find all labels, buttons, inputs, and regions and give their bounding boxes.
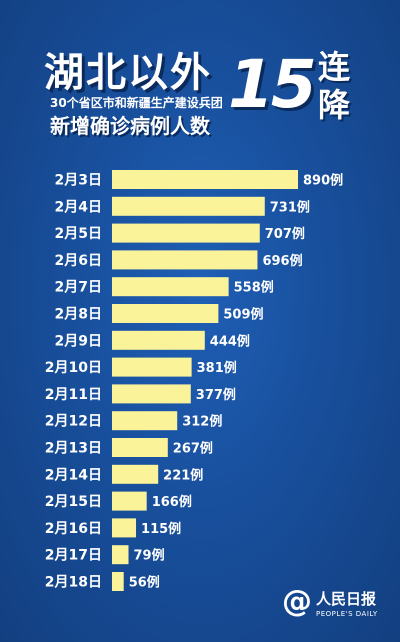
category-label: 2月7日 [55,280,102,296]
brand-at-icon: @ [282,584,312,619]
value-label: 707例 [265,226,305,242]
category-label: 2月18日 [45,575,102,591]
value-label: 312例 [182,414,222,430]
value-label: 377例 [196,387,236,403]
category-label: 2月8日 [55,307,102,323]
chart-header: 湖北以外 30个省区市和新疆生产建设兵团 新增确诊病例人数 15 连 降 [0,0,400,160]
category-label: 2月3日 [55,173,102,189]
category-label: 2月15日 [45,494,102,510]
bar [112,438,168,457]
brand-name: 人民日报 [316,590,377,608]
bar [112,250,258,270]
category-label: 2月12日 [45,414,102,430]
bar [112,357,192,377]
bar [112,491,147,511]
chart-subtitle-2: 新增确诊病例人数 [50,114,210,138]
value-label: 115例 [141,521,181,537]
bar [112,196,265,216]
value-label: 267例 [173,441,213,457]
value-label: 79例 [134,548,165,564]
streak-word-top: 连 [318,48,351,86]
streak-word-bottom: 降 [318,86,351,124]
category-label: 2月4日 [55,199,102,215]
category-label: 2月16日 [45,521,102,537]
chart-subtitle: 30个省区市和新疆生产建设兵团 [50,96,223,110]
category-label: 2月13日 [45,441,102,457]
brand-english-name: PEOPLE'S DAILY [316,610,378,618]
bar [112,411,178,431]
bar [112,518,137,538]
value-label: 444例 [210,333,250,349]
category-label: 2月10日 [45,360,102,376]
value-label: 381例 [197,360,237,376]
value-label: 166例 [152,494,192,510]
bar [112,170,298,189]
bar [112,384,191,404]
category-label: 2月17日 [45,548,102,564]
bar [112,464,159,484]
bar [112,545,129,565]
bar [112,304,219,323]
value-label: 509例 [223,307,263,323]
category-label: 2月11日 [45,387,102,403]
value-label: 890例 [303,173,343,189]
bar [112,223,260,243]
streak-number: 15 [228,46,317,123]
value-label: 696例 [262,253,302,269]
category-label: 2月6日 [55,253,102,269]
value-label: 558例 [234,280,274,296]
bar [112,330,205,350]
value-label: 221例 [163,467,203,483]
bar [112,277,229,297]
value-label: 731例 [270,199,310,215]
chart-title: 湖北以外 [44,50,212,96]
brand-logo: @ 人民日报 PEOPLE'S DAILY [282,580,394,630]
bar [112,572,124,591]
category-label: 2月9日 [55,333,102,349]
category-label: 2月14日 [45,467,102,483]
value-label: 56例 [129,575,160,591]
category-label: 2月5日 [55,226,102,242]
